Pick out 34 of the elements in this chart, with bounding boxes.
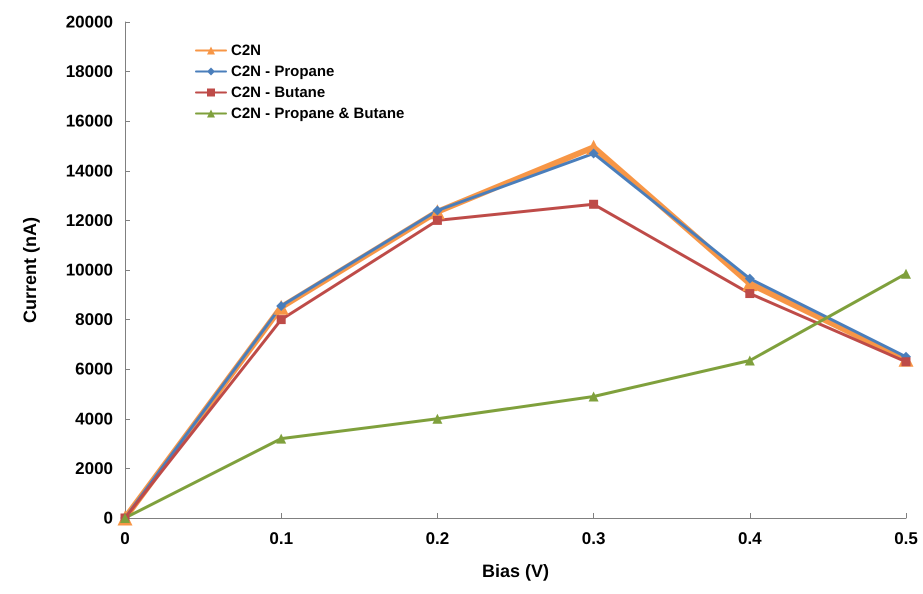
point bbox=[276, 315, 286, 324]
point bbox=[432, 216, 442, 225]
point bbox=[901, 268, 911, 279]
y-tick-label: 18000 bbox=[66, 62, 113, 82]
y-tick-label: 20000 bbox=[66, 12, 113, 32]
legend-label: C2N - Propane & Butane bbox=[231, 105, 404, 122]
y-tick-label: 16000 bbox=[66, 112, 113, 131]
x-tick-label: 0.2 bbox=[426, 529, 450, 548]
legend-label: C2N - Butane bbox=[231, 84, 326, 101]
x-tick-label: 0.4 bbox=[738, 529, 762, 548]
y-tick-label: 12000 bbox=[66, 210, 113, 230]
y-tick-label: 14000 bbox=[66, 161, 113, 180]
point bbox=[744, 274, 755, 284]
point bbox=[744, 356, 755, 366]
point bbox=[276, 434, 286, 444]
x-tick-label: 0.3 bbox=[582, 529, 606, 548]
x-tick-label: 0 bbox=[120, 529, 130, 548]
y-axis-title: Current (nA) bbox=[20, 217, 40, 323]
x-axis-title: Bias (V) bbox=[482, 561, 550, 581]
y-tick-label: 10000 bbox=[66, 260, 113, 280]
point bbox=[589, 200, 598, 209]
point bbox=[432, 414, 442, 424]
point bbox=[745, 289, 754, 298]
point bbox=[588, 148, 599, 158]
y-tick-label: 2000 bbox=[75, 458, 113, 478]
x-tick-label: 0.1 bbox=[269, 529, 294, 548]
y-tick-label: 8000 bbox=[75, 310, 113, 330]
y-tick-label: 0 bbox=[104, 508, 113, 528]
y-tick-label: 4000 bbox=[75, 409, 113, 428]
legend-label: C2N - Propane bbox=[231, 63, 334, 80]
legend-label: C2N bbox=[231, 42, 262, 59]
x-tick-label: 0.5 bbox=[894, 529, 918, 548]
y-tick-label: 6000 bbox=[75, 360, 113, 379]
point bbox=[588, 391, 599, 402]
